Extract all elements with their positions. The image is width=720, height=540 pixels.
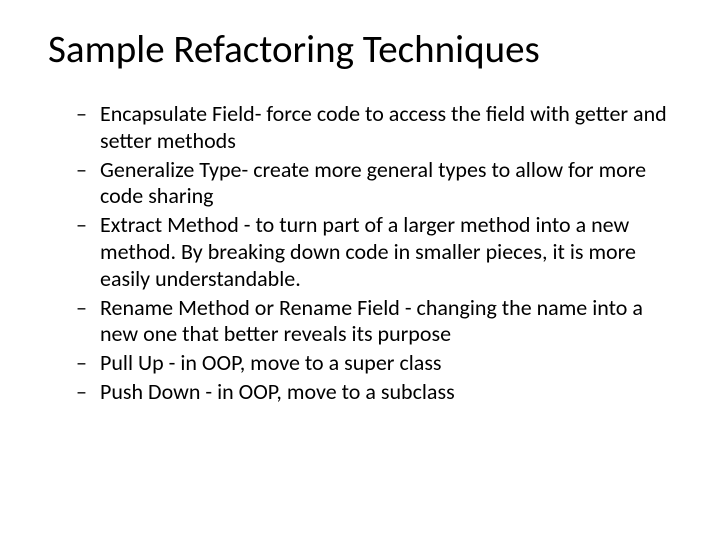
- list-item: Encapsulate Field- force code to access …: [76, 101, 672, 155]
- list-item: Extract Method - to turn part of a large…: [76, 212, 672, 292]
- list-item: Pull Up - in OOP, move to a super class: [76, 350, 672, 377]
- list-item: Generalize Type- create more general typ…: [76, 157, 672, 211]
- list-item: Rename Method or Rename Field - changing…: [76, 295, 672, 349]
- bullet-list: Encapsulate Field- force code to access …: [76, 101, 672, 406]
- slide-title: Sample Refactoring Techniques: [48, 28, 672, 73]
- slide-body: Encapsulate Field- force code to access …: [48, 101, 672, 406]
- slide: Sample Refactoring Techniques Encapsulat…: [0, 0, 720, 540]
- list-item: Push Down - in OOP, move to a subclass: [76, 379, 672, 406]
